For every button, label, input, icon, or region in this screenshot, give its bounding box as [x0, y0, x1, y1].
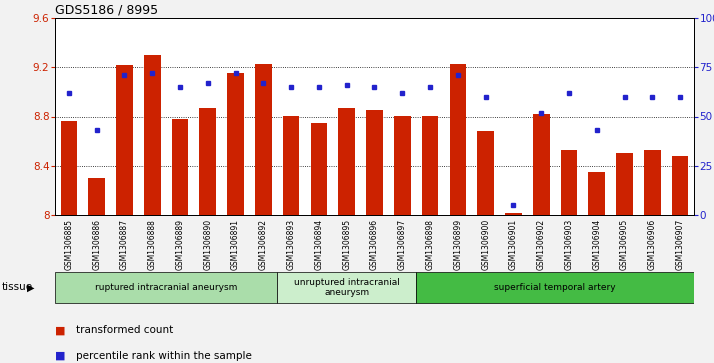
Bar — [450, 64, 466, 215]
Bar — [89, 178, 105, 215]
Bar — [61, 122, 77, 215]
Bar — [416, 272, 694, 303]
Bar — [560, 150, 578, 215]
Text: ■: ■ — [55, 325, 66, 335]
Bar — [533, 114, 550, 215]
Bar — [422, 117, 438, 215]
Text: superficial temporal artery: superficial temporal artery — [494, 283, 616, 292]
Bar — [277, 272, 416, 303]
Text: ■: ■ — [55, 351, 66, 361]
Bar — [616, 154, 633, 215]
Bar — [55, 272, 277, 303]
Text: GDS5186 / 8995: GDS5186 / 8995 — [55, 4, 158, 17]
Bar — [477, 131, 494, 215]
Text: ruptured intracranial aneurysm: ruptured intracranial aneurysm — [95, 283, 237, 292]
Bar — [672, 156, 688, 215]
Text: ▶: ▶ — [27, 282, 35, 293]
Bar — [366, 110, 383, 215]
Bar — [116, 65, 133, 215]
Bar — [199, 108, 216, 215]
Text: percentile rank within the sample: percentile rank within the sample — [76, 351, 252, 361]
Bar — [588, 172, 605, 215]
Bar — [505, 213, 522, 215]
Bar — [171, 119, 188, 215]
Text: tissue: tissue — [1, 282, 33, 293]
Bar — [644, 150, 660, 215]
Bar — [144, 55, 161, 215]
Bar — [311, 123, 327, 215]
Text: unruptured intracranial
aneurysm: unruptured intracranial aneurysm — [293, 278, 400, 297]
Text: transformed count: transformed count — [76, 325, 174, 335]
Bar — [338, 108, 355, 215]
Bar — [394, 117, 411, 215]
Bar — [255, 64, 272, 215]
Bar — [227, 73, 244, 215]
Bar — [283, 117, 299, 215]
